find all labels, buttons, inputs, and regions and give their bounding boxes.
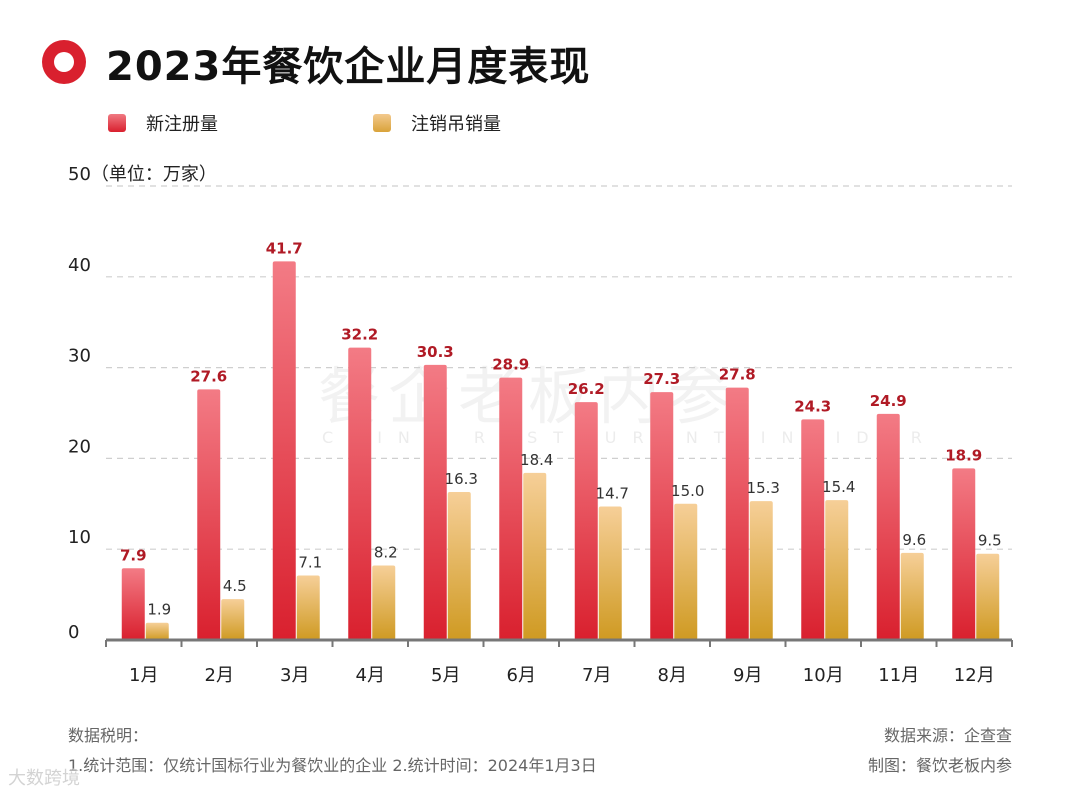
bar-new-4 xyxy=(348,347,372,640)
value-label-new-8: 27.3 xyxy=(643,370,680,388)
value-label-new-2: 27.6 xyxy=(190,367,227,385)
bottom-watermark: 大数跨境 xyxy=(8,768,80,789)
value-label-new-4: 32.2 xyxy=(341,326,378,344)
x-tick-label-7: 7月 xyxy=(582,665,611,686)
x-tick-label-8: 8月 xyxy=(658,665,687,686)
legend-label-new: 新注册量 xyxy=(146,114,218,135)
y-tick-label-30: 30 xyxy=(68,346,91,367)
bar-new-10 xyxy=(801,419,825,640)
x-tick-label-4: 4月 xyxy=(356,665,385,686)
bar-cancel-11 xyxy=(900,552,924,640)
bar-cancel-7 xyxy=(598,506,622,640)
legend-item-cancel: 注销吊销量 xyxy=(373,110,501,136)
notes-desc-label: 数据税明： xyxy=(68,726,149,745)
bar-new-5 xyxy=(423,364,447,640)
watermark-en: CHINA RESTAURANT INSIDER xyxy=(322,428,938,447)
value-label-cancel-10: 15.4 xyxy=(822,478,855,496)
bar-cancel-6 xyxy=(523,472,547,640)
bar-cancel-8 xyxy=(674,503,698,640)
bar-new-9 xyxy=(725,387,749,640)
title-bullet-icon xyxy=(42,40,86,84)
value-label-cancel-8: 15.0 xyxy=(671,482,704,500)
value-label-cancel-11: 9.6 xyxy=(902,531,926,549)
x-tick-label-11: 11月 xyxy=(878,665,919,686)
bar-cancel-4 xyxy=(372,565,396,640)
legend-item-new: 新注册量 xyxy=(108,110,218,136)
legend-swatch-cancel xyxy=(373,114,391,132)
x-tick-label-1: 1月 xyxy=(129,665,158,686)
chart-title: 2023年餐饮企业月度表现 xyxy=(106,44,591,90)
bar-new-6 xyxy=(499,377,523,640)
notes-source: 数据来源：企查查 xyxy=(883,726,1012,745)
x-tick-label-12: 12月 xyxy=(954,665,995,686)
legend-label-cancel: 注销吊销量 xyxy=(411,114,501,135)
bar-new-2 xyxy=(197,389,221,640)
bar-cancel-3 xyxy=(296,575,320,640)
bar-cancel-10 xyxy=(825,500,849,640)
legend-swatch-new xyxy=(108,114,126,132)
bar-cancel-5 xyxy=(447,491,471,640)
value-label-cancel-12: 9.5 xyxy=(978,532,1002,550)
value-label-cancel-7: 14.7 xyxy=(596,485,629,503)
value-label-new-1: 7.9 xyxy=(120,546,147,564)
y-tick-label-50: 50（单位：万家） xyxy=(68,164,217,185)
value-label-cancel-3: 7.1 xyxy=(298,554,322,572)
x-tick-label-5: 5月 xyxy=(431,665,460,686)
y-tick-label-20: 20 xyxy=(68,436,91,457)
y-tick-label-0: 0 xyxy=(68,622,79,643)
bar-new-8 xyxy=(650,392,674,640)
value-label-cancel-2: 4.5 xyxy=(223,577,247,595)
bar-new-1 xyxy=(121,568,145,640)
bar-cancel-9 xyxy=(749,501,773,640)
x-tick-label-2: 2月 xyxy=(205,665,234,686)
notes-desc-text: 1.统计范围：仅统计国标行业为餐饮业的企业 2.统计时间：2024年1月3日 xyxy=(68,756,597,775)
value-label-cancel-9: 15.3 xyxy=(747,479,780,497)
bar-new-3 xyxy=(272,261,296,640)
value-label-new-7: 26.2 xyxy=(568,380,605,398)
bar-cancel-2 xyxy=(221,599,245,640)
value-label-new-3: 41.7 xyxy=(266,239,303,257)
value-label-new-5: 30.3 xyxy=(417,343,454,361)
value-label-cancel-4: 8.2 xyxy=(374,544,398,562)
bar-new-11 xyxy=(876,413,900,640)
x-tick-label-6: 6月 xyxy=(507,665,536,686)
bar-cancel-12 xyxy=(976,553,1000,640)
value-label-new-6: 28.9 xyxy=(492,356,529,374)
value-label-cancel-6: 18.4 xyxy=(520,451,553,469)
value-label-new-12: 18.9 xyxy=(945,446,982,464)
notes-made-by: 制图：餐饮老板内参 xyxy=(867,756,1012,775)
value-label-new-9: 27.8 xyxy=(719,366,756,384)
value-label-cancel-5: 16.3 xyxy=(445,470,478,488)
value-label-new-10: 24.3 xyxy=(794,397,831,415)
x-tick-label-3: 3月 xyxy=(280,665,309,686)
x-tick-label-10: 10月 xyxy=(803,665,844,686)
y-tick-label-10: 10 xyxy=(68,527,91,548)
value-label-new-11: 24.9 xyxy=(870,392,907,410)
x-tick-label-9: 9月 xyxy=(733,665,762,686)
value-label-cancel-1: 1.9 xyxy=(147,601,171,619)
y-tick-label-40: 40 xyxy=(68,255,91,276)
bar-cancel-1 xyxy=(145,622,169,640)
bar-new-12 xyxy=(952,468,976,640)
bar-new-7 xyxy=(574,402,598,640)
